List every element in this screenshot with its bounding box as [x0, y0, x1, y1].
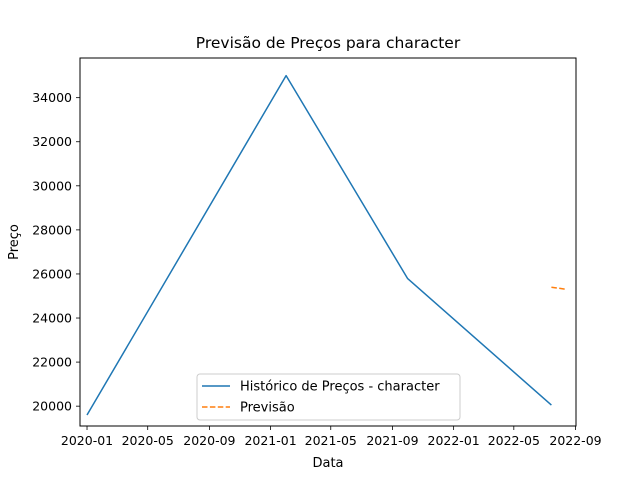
- x-tick-label: 2020-09: [183, 433, 235, 448]
- x-tick-label: 2022-01: [428, 433, 480, 448]
- x-axis-label: Data: [312, 456, 343, 471]
- y-tick-label: 32000: [32, 134, 72, 149]
- y-tick-label: 20000: [32, 399, 72, 414]
- y-tick-label: 34000: [32, 90, 72, 105]
- x-tick-label: 2020-05: [122, 433, 174, 448]
- x-tick-label: 2022-09: [549, 433, 601, 448]
- x-tick-label: 2022-05: [488, 433, 540, 448]
- x-tick-label: 2021-01: [244, 433, 296, 448]
- chart-title: Previsão de Preços para character: [196, 34, 461, 52]
- y-axis-label: Preço: [7, 224, 22, 260]
- y-tick-label: 30000: [32, 178, 72, 193]
- x-tick-label: 2021-09: [366, 433, 418, 448]
- series-line-0: [86, 74, 552, 416]
- y-axis: 20000 22000 24000 26000 28000 30000 32000 34000: [32, 90, 80, 414]
- y-tick-label: 24000: [32, 311, 72, 326]
- legend-box: [196, 373, 461, 421]
- x-tick-label: 2021-05: [305, 433, 357, 448]
- x-tick-label: 2020-01: [61, 433, 113, 448]
- y-tick-label: 28000: [32, 222, 72, 237]
- plot-area: [86, 74, 568, 416]
- series-line-1: [551, 286, 568, 291]
- legend: Histórico de Preços - character Previsão: [196, 373, 461, 421]
- y-tick-label: 22000: [32, 355, 72, 370]
- x-axis: 2020-01 2020-05 2020-09 2021-01 2021-05 2021-…: [61, 426, 602, 448]
- y-tick-label: 26000: [32, 266, 72, 281]
- legend-label-0: Histórico de Preços - character: [240, 380, 440, 395]
- legend-label-1: Previsão: [240, 401, 295, 416]
- plot-frame: [79, 57, 577, 427]
